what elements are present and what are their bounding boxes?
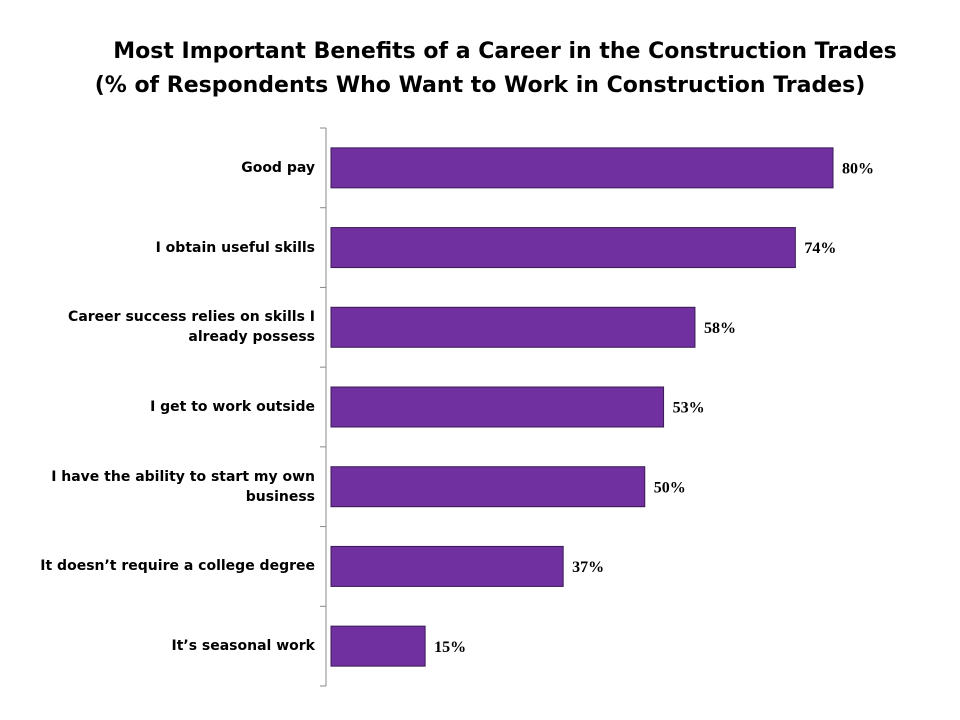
category-label: I have the ability to start my own busin…: [51, 468, 315, 505]
data-label: 58%: [704, 320, 736, 337]
category-label: It doesn’t require a college degree: [40, 558, 315, 575]
category-label: I get to work outside: [150, 399, 315, 415]
data-label: 80%: [842, 161, 874, 178]
chart-subtitle: (% of Respondents Who Want to Work in Co…: [95, 73, 866, 98]
data-label: 53%: [673, 400, 705, 417]
category-label: Good pay: [241, 159, 315, 176]
chart-title: Most Important Benefits of a Career in t…: [113, 39, 896, 64]
bar: [330, 227, 796, 269]
bar: [330, 306, 696, 348]
category-label: Career success relies on skills I alread…: [68, 309, 315, 346]
bar: [330, 386, 665, 428]
category-label: I obtain useful skills: [155, 239, 315, 256]
bar: [330, 147, 834, 189]
data-label: 50%: [654, 479, 686, 496]
category-label: It’s seasonal work: [171, 638, 315, 655]
bar: [330, 545, 564, 587]
data-label: 74%: [804, 240, 836, 257]
bar: [330, 466, 646, 508]
data-label: 15%: [434, 639, 466, 656]
bar: [330, 625, 426, 667]
data-label: 37%: [572, 559, 604, 576]
